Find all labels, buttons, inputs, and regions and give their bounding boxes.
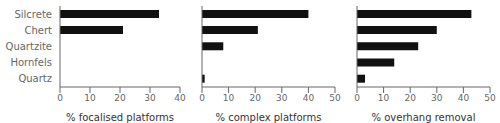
svg-text:% complex platforms: % complex platforms — [216, 112, 322, 123]
svg-text:Chert: Chert — [24, 25, 52, 36]
svg-text:30: 30 — [276, 93, 288, 103]
svg-text:50: 50 — [484, 93, 492, 103]
svg-text:50: 50 — [329, 93, 341, 103]
svg-text:30: 30 — [144, 93, 156, 103]
svg-text:0: 0 — [354, 93, 360, 103]
svg-text:40: 40 — [174, 93, 186, 103]
svg-text:20: 20 — [114, 93, 126, 103]
svg-text:% overhang removal: % overhang removal — [372, 112, 476, 123]
svg-text:0: 0 — [199, 93, 205, 103]
svg-text:10: 10 — [223, 93, 235, 103]
svg-text:Silcrete: Silcrete — [14, 9, 52, 20]
svg-text:Quartz: Quartz — [18, 73, 52, 84]
svg-text:20: 20 — [404, 93, 416, 103]
svg-text:% focalised platforms: % focalised platforms — [66, 112, 174, 123]
svg-text:40: 40 — [458, 93, 470, 103]
svg-text:20: 20 — [249, 93, 261, 103]
svg-text:10: 10 — [378, 93, 390, 103]
svg-text:10: 10 — [84, 93, 96, 103]
svg-text:40: 40 — [303, 93, 315, 103]
svg-text:Hornfels: Hornfels — [10, 57, 52, 68]
svg-text:30: 30 — [431, 93, 443, 103]
svg-text:Quartzite: Quartzite — [8, 41, 52, 52]
svg-text:0: 0 — [57, 93, 63, 103]
